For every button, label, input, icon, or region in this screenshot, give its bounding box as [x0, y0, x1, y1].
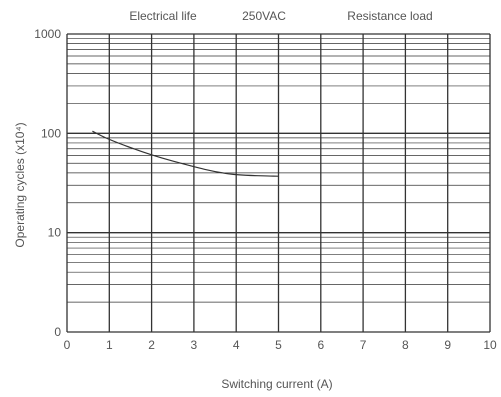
x-tick-label: 9 — [444, 338, 451, 352]
x-tick-labels: 0 1 2 3 4 5 6 7 8 9 10 — [64, 338, 497, 352]
x-axis-label: Switching current (A) — [221, 377, 332, 391]
header-label-voltage: 250VAC — [242, 9, 286, 23]
x-tick-label: 0 — [64, 338, 71, 352]
x-tick-label: 8 — [402, 338, 409, 352]
x-tick-label: 6 — [317, 338, 324, 352]
y-tick-label: 0 — [54, 325, 61, 339]
y-tick-label: 10 — [48, 226, 62, 240]
y-tick-labels: 0 10 100 1000 — [34, 27, 61, 339]
header-label-electrical-life: Electrical life — [129, 9, 197, 23]
life-curve-line — [92, 130, 280, 177]
x-tick-label: 3 — [191, 338, 198, 352]
y-tick-label: 1000 — [34, 27, 61, 41]
header-label-load-type: Resistance load — [347, 9, 432, 23]
chart-header: Electrical life 250VAC Resistance load — [129, 9, 432, 23]
x-tick-label: 4 — [233, 338, 240, 352]
x-tick-label: 5 — [275, 338, 282, 352]
y-axis-label: Operating cycles (x10⁴) — [13, 122, 27, 247]
x-tick-label: 2 — [148, 338, 155, 352]
grid-major-lines — [66, 33, 491, 333]
x-tick-label: 1 — [106, 338, 113, 352]
x-tick-label: 7 — [360, 338, 367, 352]
x-tick-label: 10 — [483, 338, 497, 352]
y-tick-label: 100 — [41, 126, 61, 140]
